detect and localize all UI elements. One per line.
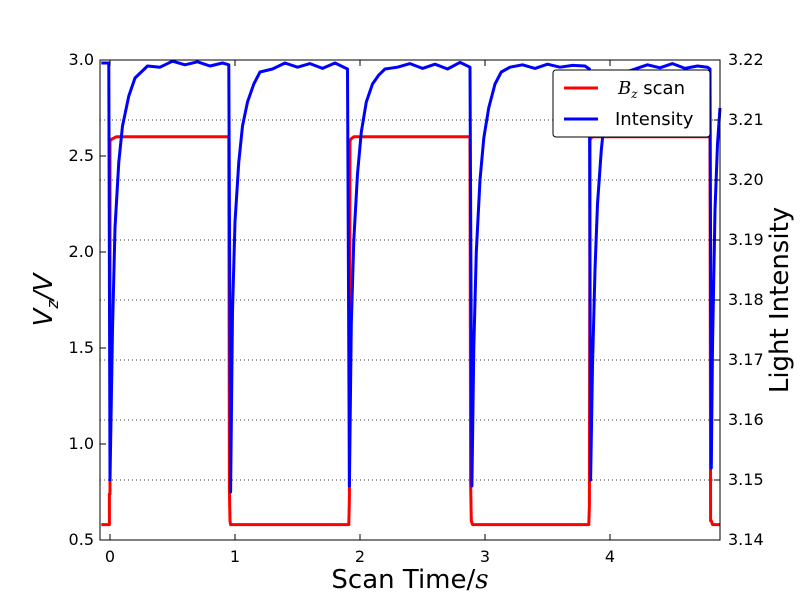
ticks-layer: 0 1 2 3 4 0.5 1.0 1.5 2.0 2.5 3.0 3.14 3.15 3.16 3.17 3… <box>69 50 764 566</box>
x-tick-label-3: 3 <box>480 547 490 566</box>
y-left-tick-label-3: 2.0 <box>69 242 94 261</box>
y-right-tick-label-5: 3.19 <box>728 230 764 249</box>
y-left-tick-label-5: 3.0 <box>69 50 94 69</box>
y-left-tick-label-2: 1.5 <box>69 338 94 357</box>
y-right-tick-label-8: 3.22 <box>728 50 764 69</box>
y-right-tick-label-0: 3.14 <box>728 530 764 549</box>
y-right-tick-label-1: 3.15 <box>728 470 764 489</box>
y-left-tick-label-0: 0.5 <box>69 530 94 549</box>
labels-layer: Scan Time/s Vz/V Light Intensity <box>29 207 795 595</box>
y-right-tick-label-4: 3.18 <box>728 290 764 309</box>
x-tick-label-4: 4 <box>605 547 615 566</box>
y-left-tick-label-4: 2.5 <box>69 146 94 165</box>
x-tick-label-0: 0 <box>105 547 115 566</box>
x-tick-label-2: 2 <box>355 547 365 566</box>
legend-label-intensity: Intensity <box>615 109 694 130</box>
legend: Bz scan Intensity <box>552 69 711 138</box>
y-right-tick-label-7: 3.21 <box>728 110 764 129</box>
y-right-tick-label-3: 3.17 <box>728 350 764 369</box>
series-line-bz-scan <box>101 135 720 527</box>
y-left-tick-label-1: 1.0 <box>69 434 94 453</box>
x-tick-label-1: 1 <box>230 547 240 566</box>
y-right-axis-label: Light Intensity <box>765 207 795 393</box>
y-right-tick-label-2: 3.16 <box>728 410 764 429</box>
legend-label-bz-scan: Bz scan <box>617 78 685 101</box>
y-left-axis-label: Vz/V <box>29 271 62 326</box>
x-axis-label: Scan Time/s <box>331 565 488 595</box>
y-right-tick-label-6: 3.20 <box>728 170 764 189</box>
